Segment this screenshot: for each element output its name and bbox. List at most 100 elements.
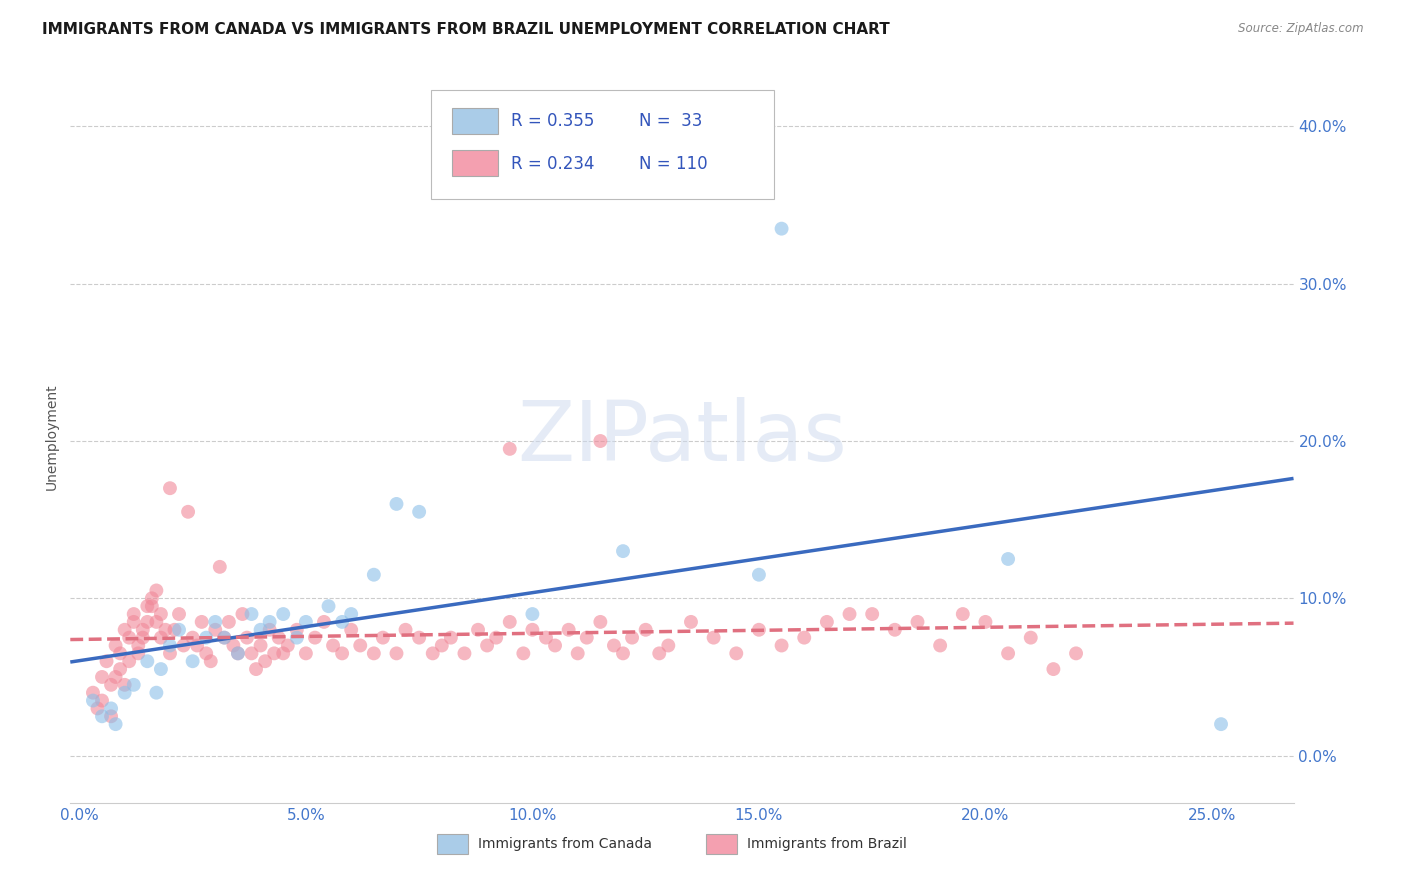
Point: [145, 583, 167, 598]
Point: [104, 717, 127, 731]
Point: [114, 623, 136, 637]
Point: [122, 678, 145, 692]
Point: [285, 623, 308, 637]
Point: [100, 709, 122, 723]
Point: [108, 646, 131, 660]
Point: [159, 639, 181, 653]
Point: [522, 623, 544, 637]
Point: [136, 654, 159, 668]
Point: [145, 615, 167, 629]
Point: [394, 623, 416, 637]
Point: [318, 599, 340, 614]
Point: [218, 615, 240, 629]
Point: [485, 631, 508, 645]
Point: [544, 639, 567, 653]
Point: [648, 646, 671, 660]
Point: [114, 686, 136, 700]
Point: [226, 646, 249, 660]
Point: [104, 639, 127, 653]
Point: [567, 646, 589, 660]
Point: [91, 693, 114, 707]
Point: [204, 615, 226, 629]
Point: [499, 615, 522, 629]
Point: [190, 615, 212, 629]
Point: [91, 670, 114, 684]
Point: [167, 607, 190, 621]
Point: [748, 623, 770, 637]
Point: [231, 607, 253, 621]
Point: [86, 701, 108, 715]
Point: [330, 646, 353, 660]
Point: [122, 615, 145, 629]
Point: [340, 623, 363, 637]
Point: [793, 631, 815, 645]
Point: [907, 615, 929, 629]
Bar: [706, 833, 737, 854]
Point: [838, 607, 860, 621]
Point: [263, 646, 285, 660]
Point: [589, 615, 612, 629]
Point: [974, 615, 997, 629]
Point: [236, 631, 259, 645]
Point: [159, 646, 181, 660]
Point: [127, 639, 149, 653]
Text: R = 0.355: R = 0.355: [510, 112, 593, 130]
Point: [155, 623, 177, 637]
Text: Immigrants from Brazil: Immigrants from Brazil: [747, 838, 907, 852]
Text: Immigrants from Canada: Immigrants from Canada: [478, 838, 651, 852]
Point: [214, 631, 236, 645]
Text: R = 0.234: R = 0.234: [510, 154, 595, 172]
Point: [657, 639, 679, 653]
Point: [104, 670, 127, 684]
Point: [603, 639, 626, 653]
Point: [114, 678, 136, 692]
Point: [271, 646, 294, 660]
Y-axis label: Unemployment: Unemployment: [45, 384, 59, 491]
Point: [149, 662, 172, 676]
Point: [141, 599, 163, 614]
Point: [173, 639, 195, 653]
Point: [770, 221, 793, 235]
Bar: [451, 151, 498, 176]
Point: [634, 623, 657, 637]
Point: [100, 701, 122, 715]
Point: [222, 639, 245, 653]
Point: [118, 654, 141, 668]
Point: [249, 639, 271, 653]
Point: [703, 631, 725, 645]
Point: [322, 639, 344, 653]
Point: [363, 646, 385, 660]
Text: N = 110: N = 110: [640, 154, 707, 172]
Point: [127, 646, 149, 660]
Point: [145, 686, 167, 700]
Point: [997, 646, 1019, 660]
Point: [195, 646, 218, 660]
Point: [136, 599, 159, 614]
Point: [132, 631, 155, 645]
Point: [512, 646, 534, 660]
Point: [177, 505, 200, 519]
Point: [259, 623, 281, 637]
Text: N =  33: N = 33: [640, 112, 703, 130]
Point: [285, 631, 308, 645]
Point: [363, 567, 385, 582]
Point: [204, 623, 226, 637]
Point: [181, 631, 204, 645]
Point: [159, 481, 181, 495]
Point: [136, 615, 159, 629]
Point: [108, 662, 131, 676]
Point: [883, 623, 905, 637]
Point: [475, 639, 498, 653]
Point: [408, 505, 430, 519]
Point: [200, 654, 222, 668]
Point: [240, 607, 263, 621]
Point: [952, 607, 974, 621]
Point: [249, 623, 271, 637]
Point: [575, 631, 598, 645]
Point: [748, 567, 770, 582]
Point: [385, 497, 408, 511]
Point: [122, 607, 145, 621]
Point: [226, 646, 249, 660]
Point: [422, 646, 444, 660]
Point: [440, 631, 463, 645]
